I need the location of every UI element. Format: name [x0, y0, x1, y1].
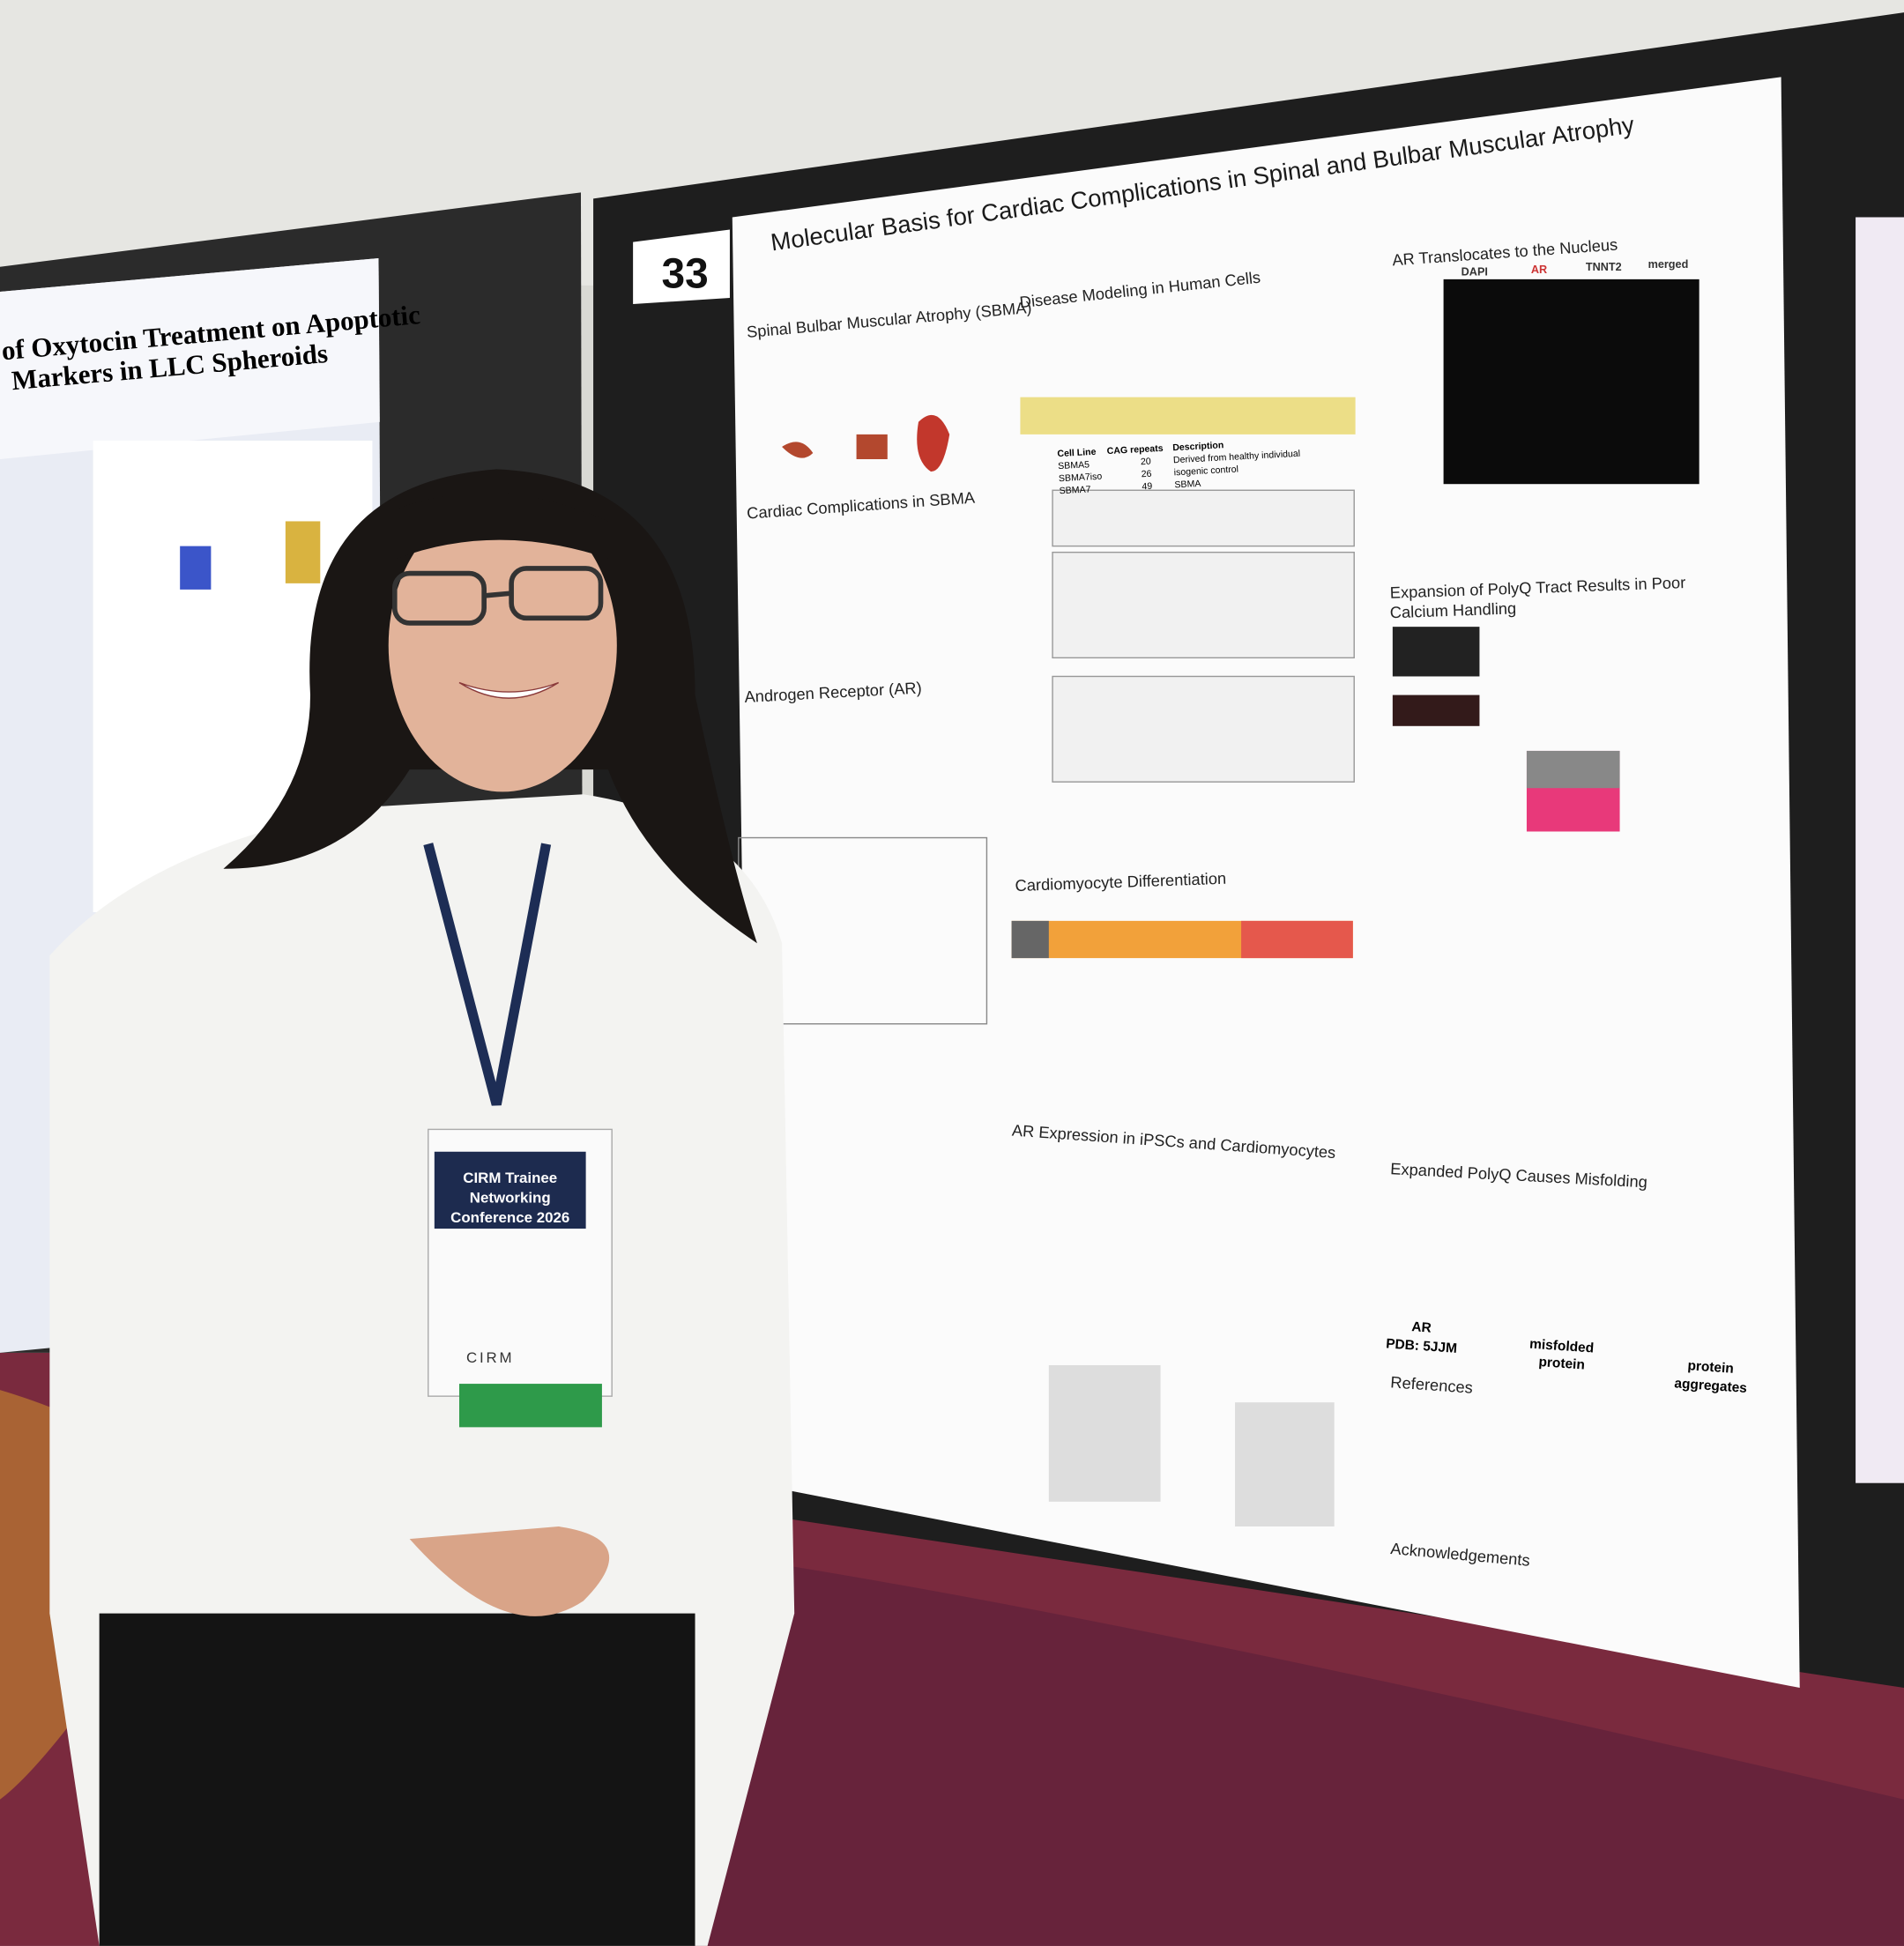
number-card [633, 229, 730, 305]
channel-label: DAPI [1461, 266, 1488, 279]
sequence-box [1052, 489, 1355, 547]
lanyard [423, 843, 552, 1106]
sequence-box [1052, 675, 1355, 783]
left-figure-bar [180, 546, 212, 590]
badge-ribbon [458, 1384, 602, 1428]
smile [458, 681, 560, 699]
left-poster-header [0, 257, 380, 460]
calcium-image [1392, 694, 1480, 726]
bangs [397, 493, 608, 559]
carpet-pattern [695, 1551, 1904, 1946]
badge-text: Networking [470, 1189, 551, 1206]
badge-text: Conference 2026 [450, 1209, 569, 1226]
misfolding-label: protein [1538, 1355, 1585, 1373]
badge-text: CIRM Trainee [463, 1170, 557, 1186]
table-cell: SBMA7 [1059, 484, 1090, 496]
table-cell: 49 [1142, 481, 1152, 493]
misfolding-label: misfolded [1529, 1337, 1595, 1356]
sequence-strip [1020, 397, 1356, 435]
table-header: Description [1172, 440, 1224, 453]
channel-label: TNNT2 [1586, 261, 1622, 273]
sequence-box [1052, 551, 1355, 659]
western-blot [1048, 1364, 1161, 1502]
poster-number: 33 [662, 251, 709, 298]
glasses [391, 566, 604, 626]
table-cell: 20 [1141, 457, 1151, 468]
left-figure-bar [285, 521, 321, 583]
table-cell: isogenic control [1173, 464, 1238, 479]
table-cell: SBMA [1174, 479, 1201, 491]
microscopy-grid [1443, 279, 1699, 485]
misfolding-label: AR [1411, 1319, 1432, 1336]
misfolding-label: PDB: 5JJM [1386, 1336, 1458, 1356]
badge-logo: CIRM [466, 1349, 514, 1366]
badge-header [434, 1151, 586, 1229]
calcium-image [1392, 627, 1480, 677]
misfolding-label: aggregates [1674, 1376, 1748, 1396]
differentiation-timeline [1241, 920, 1353, 959]
differentiation-timeline [1011, 920, 1049, 959]
hands [409, 1526, 610, 1616]
heart-icon [917, 414, 950, 472]
western-blot [1235, 1402, 1335, 1527]
organ-icons [782, 434, 888, 460]
table-header: CAG repeats [1106, 443, 1164, 457]
table-header: Cell Line [1057, 447, 1097, 459]
table-cell: SBMA7iso [1059, 472, 1103, 485]
table-cell: SBMA5 [1058, 459, 1090, 472]
misfolding-label: protein [1687, 1358, 1734, 1377]
pants [99, 1613, 695, 1946]
next-poster [1856, 217, 1904, 1483]
section-heading: Calcium Handling [1389, 598, 1516, 621]
channel-label: merged [1648, 258, 1689, 271]
arrhythmia-bars [1526, 750, 1620, 789]
table-cell: 26 [1141, 469, 1151, 480]
channel-label: AR [1531, 264, 1547, 276]
